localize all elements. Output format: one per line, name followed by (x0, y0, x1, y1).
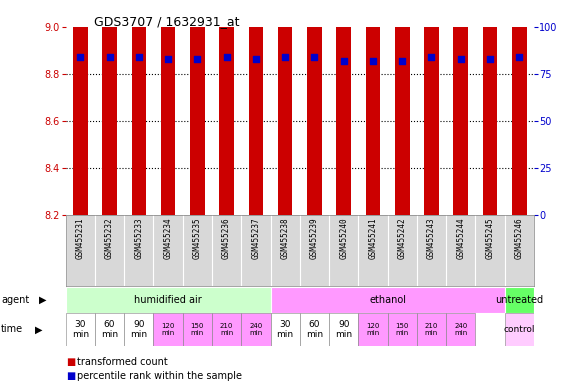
Text: ▶: ▶ (39, 295, 46, 305)
Text: GSM455238: GSM455238 (280, 217, 289, 259)
Text: GSM455235: GSM455235 (193, 217, 202, 259)
Text: untreated: untreated (495, 295, 544, 305)
Text: 90
min: 90 min (130, 319, 147, 339)
Point (222, 54, 231, 60)
Text: 240
min: 240 min (454, 323, 467, 336)
Text: GSM455233: GSM455233 (134, 217, 143, 259)
Bar (453, 0, 468, 215)
Bar (505, 313, 534, 346)
Text: 30
min: 30 min (72, 319, 89, 339)
Text: agent: agent (1, 295, 29, 305)
Text: GSM455242: GSM455242 (397, 217, 407, 259)
Bar (212, 313, 241, 346)
Text: GSM455234: GSM455234 (163, 217, 172, 259)
Point (193, 56, 202, 62)
Point (76, 54, 85, 60)
Text: 60
min: 60 min (101, 319, 118, 339)
Text: GSM455240: GSM455240 (339, 217, 348, 259)
Bar (161, 0, 175, 215)
Bar (271, 313, 300, 346)
Bar (336, 0, 351, 215)
Text: time: time (1, 324, 23, 334)
Point (485, 56, 494, 62)
Text: ■: ■ (66, 357, 75, 367)
Bar (424, 0, 439, 215)
Point (456, 56, 465, 62)
Point (105, 54, 114, 60)
Text: GSM455241: GSM455241 (368, 217, 377, 259)
Bar (241, 313, 271, 346)
Text: control: control (504, 325, 535, 334)
Text: 240
min: 240 min (250, 323, 263, 336)
Bar (271, 287, 505, 313)
Bar (482, 0, 497, 215)
Bar (278, 0, 292, 215)
Bar (307, 0, 321, 215)
Bar (190, 0, 204, 215)
Text: 150
min: 150 min (396, 323, 409, 336)
Point (339, 58, 348, 64)
Bar (95, 313, 124, 346)
Point (134, 54, 143, 60)
Bar (329, 313, 359, 346)
Bar (183, 313, 212, 346)
Bar (446, 313, 475, 346)
Text: GSM455231: GSM455231 (76, 217, 85, 259)
Point (310, 54, 319, 60)
Bar (388, 313, 417, 346)
Bar (66, 313, 95, 346)
Text: GDS3707 / 1632931_at: GDS3707 / 1632931_at (94, 15, 240, 28)
Bar (300, 313, 329, 346)
Text: GSM455245: GSM455245 (485, 217, 494, 259)
Bar (365, 0, 380, 215)
Text: 120
min: 120 min (366, 323, 380, 336)
Bar (505, 287, 534, 313)
Point (280, 54, 289, 60)
Text: humidified air: humidified air (134, 295, 202, 305)
Point (397, 58, 407, 64)
Text: transformed count: transformed count (77, 357, 168, 367)
Bar (102, 0, 117, 215)
Text: GSM455239: GSM455239 (310, 217, 319, 259)
Point (514, 54, 524, 60)
Bar (73, 0, 87, 215)
Point (427, 54, 436, 60)
Text: percentile rank within the sample: percentile rank within the sample (77, 371, 242, 381)
Text: 30
min: 30 min (276, 319, 293, 339)
Text: 150
min: 150 min (191, 323, 204, 336)
Text: GSM455244: GSM455244 (456, 217, 465, 259)
Bar (512, 0, 526, 215)
Bar (154, 313, 183, 346)
Text: GSM455232: GSM455232 (105, 217, 114, 259)
Text: ethanol: ethanol (369, 295, 406, 305)
Text: 90
min: 90 min (335, 319, 352, 339)
Bar (248, 0, 263, 215)
Bar (131, 0, 146, 215)
Text: GSM455243: GSM455243 (427, 217, 436, 259)
Text: GSM455237: GSM455237 (251, 217, 260, 259)
Bar (124, 313, 154, 346)
Bar (417, 313, 446, 346)
Bar (395, 0, 409, 215)
Point (368, 58, 377, 64)
Point (251, 56, 260, 62)
Bar (66, 287, 271, 313)
Text: 60
min: 60 min (306, 319, 323, 339)
Text: 210
min: 210 min (220, 323, 234, 336)
Bar (359, 313, 388, 346)
Text: 210
min: 210 min (425, 323, 438, 336)
Text: ■: ■ (66, 371, 75, 381)
Text: 120
min: 120 min (162, 323, 175, 336)
Text: GSM455246: GSM455246 (514, 217, 524, 259)
Text: ▶: ▶ (35, 324, 43, 334)
Text: GSM455236: GSM455236 (222, 217, 231, 259)
Point (163, 56, 172, 62)
Bar (219, 0, 234, 215)
